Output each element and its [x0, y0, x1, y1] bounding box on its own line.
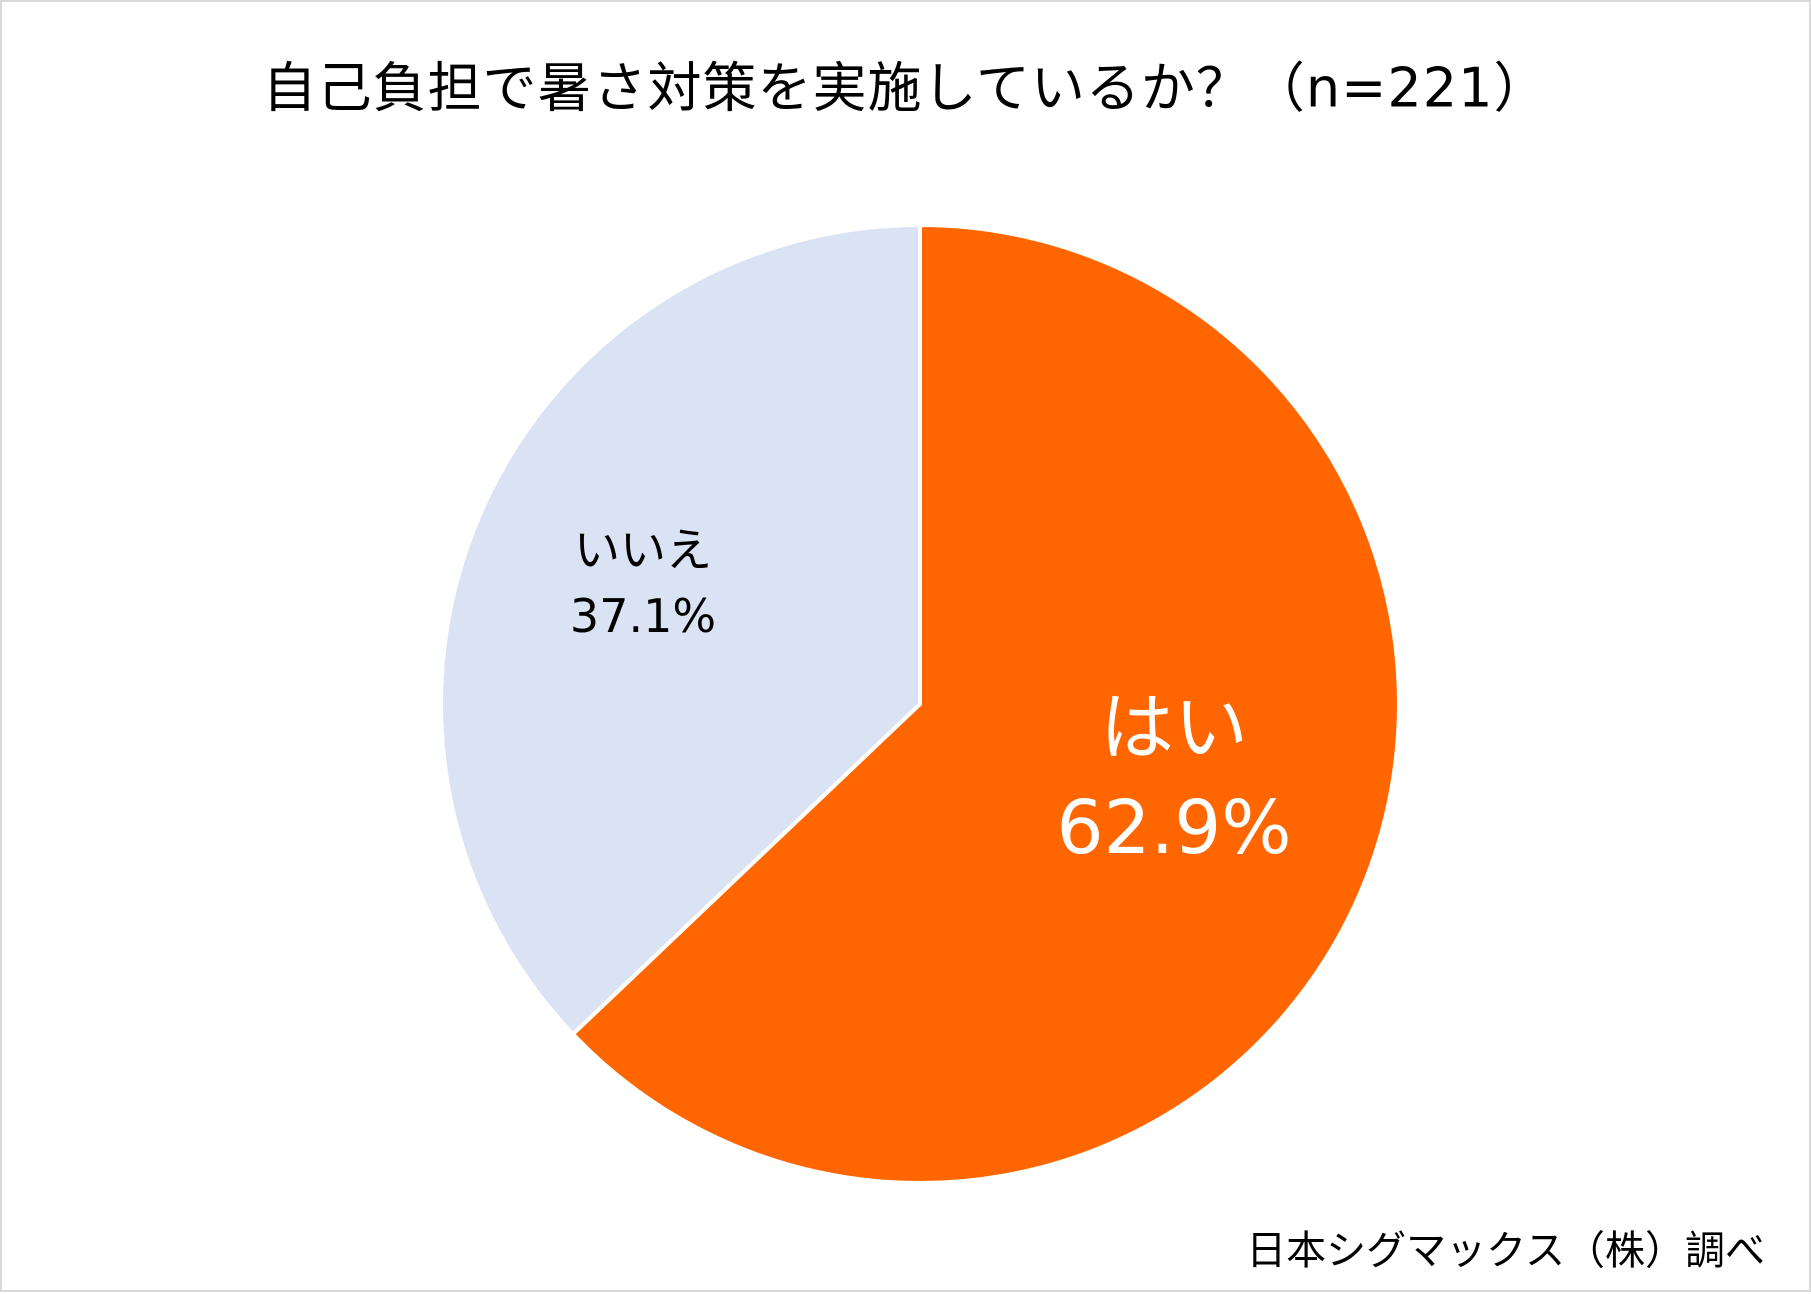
slice-name-no: いいえ: [573, 523, 712, 577]
slice-percent-yes: 62.9%: [1056, 785, 1292, 871]
slice-name-yes: はい: [1100, 685, 1248, 771]
source-note: 日本シグマックス（株）調べ: [1246, 1228, 1765, 1274]
slice-percent-no: 37.1%: [569, 589, 717, 643]
chart-title: 自己負担で暑さ対策を実施しているか？（n=221）: [262, 56, 1549, 120]
slice-label-no: いいえ 37.1%: [570, 517, 716, 649]
slice-label-yes: はい 62.9%: [1056, 678, 1291, 878]
pie-slice-yes: [570, 223, 1401, 1185]
pie-slice-no: [439, 223, 922, 1037]
